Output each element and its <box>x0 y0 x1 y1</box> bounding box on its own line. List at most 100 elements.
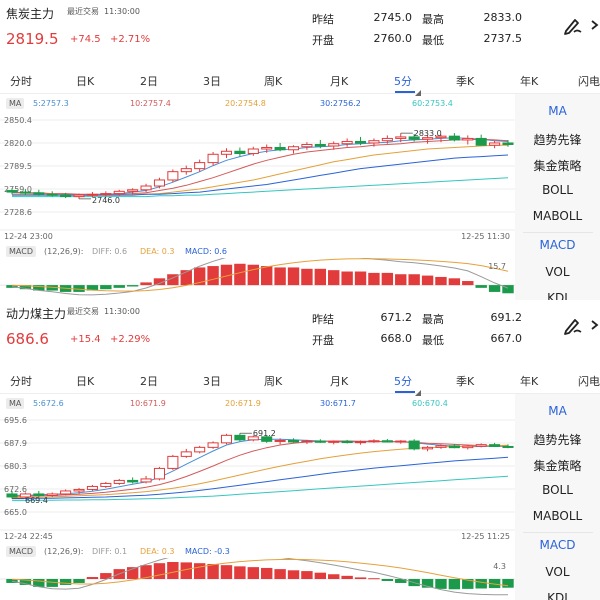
tab-period-1[interactable]: 日K <box>76 375 95 388</box>
tab-period-4[interactable]: 周K <box>264 375 283 388</box>
macd-bar <box>408 274 420 286</box>
ma-line-ma10 <box>11 440 509 497</box>
indicator-vol[interactable]: VOL <box>545 565 570 579</box>
candle-body <box>234 150 246 155</box>
indicator-集金策略[interactable]: 集金策略 <box>533 159 582 173</box>
last-trade-time: 11:30:00 <box>104 307 140 316</box>
tab-period-9[interactable]: 闪电 <box>578 375 600 388</box>
macd-bar <box>167 274 179 286</box>
indicator-boll[interactable]: BOLL <box>542 183 573 197</box>
indicator-趋势先锋[interactable]: 趋势先锋 <box>533 133 582 147</box>
tab-period-7[interactable]: 季K <box>456 75 475 88</box>
tab-period-7[interactable]: 季K <box>456 375 475 388</box>
macd-chart[interactable]: 15.7 <box>0 258 515 300</box>
macd-badge[interactable]: MACD <box>6 546 36 557</box>
candle-body <box>247 148 259 155</box>
x-end-label: 12-25 11:25 <box>461 532 510 541</box>
legend-ma60: 60:2753.4 <box>412 99 453 108</box>
candle-body <box>448 445 460 449</box>
candle-body <box>301 143 313 148</box>
tab-period-4[interactable]: 周K <box>264 75 283 88</box>
indicator-maboll[interactable]: MABOLL <box>532 209 583 223</box>
last-trade: 最近交易 11:30:00 <box>67 306 140 317</box>
macd-bar <box>6 285 18 288</box>
tab-period-3[interactable]: 3日 <box>203 375 221 388</box>
tab-period-3[interactable]: 3日 <box>203 75 221 88</box>
candle-body <box>435 135 447 139</box>
ma-badge[interactable]: MA <box>6 398 25 409</box>
candle-body <box>194 446 206 453</box>
tab-period-9[interactable]: 闪电 <box>578 75 600 88</box>
contract-name[interactable]: 动力煤主力 <box>6 307 67 321</box>
tab-period-8[interactable]: 年K <box>520 75 539 88</box>
price-change: +74.5 <box>70 34 101 45</box>
tab-period-5[interactable]: 月K <box>330 375 349 388</box>
tab-period-2[interactable]: 2日 <box>140 75 158 88</box>
y-tick-label: 2759.0 <box>4 185 32 194</box>
more-icon[interactable] <box>590 12 600 38</box>
ma-legend: MA 5:2757.3 10:2757.4 20:2754.8 30:2756.2 60:… <box>0 96 515 112</box>
menu-divider <box>523 532 593 533</box>
low-label: 最低 <box>422 34 444 47</box>
low-marker-label: 669.4 <box>25 496 48 505</box>
indicator-macd[interactable]: MACD <box>539 238 576 252</box>
open-value: 668.0 <box>380 332 413 345</box>
more-icon[interactable] <box>590 312 600 338</box>
tab-period-6[interactable]: 5分 <box>394 375 412 388</box>
indicator-maboll[interactable]: MABOLL <box>532 509 583 523</box>
x-start-label: 12-24 22:45 <box>4 532 53 541</box>
tab-period-0[interactable]: 分时 <box>10 75 32 88</box>
macd-chart[interactable]: 4.3 <box>0 558 515 600</box>
candle-body <box>408 440 420 450</box>
draw-pen-icon[interactable] <box>560 12 586 38</box>
kline-chart[interactable]: 2850.4 2820.0 2789.5 2759.0 2728.6 2833.0 2746… <box>0 112 515 242</box>
macd-bar <box>287 570 300 579</box>
y-tick-label: 695.6 <box>4 416 27 425</box>
indicator-kdj[interactable]: KDJ <box>547 591 568 600</box>
indicator-趋势先锋[interactable]: 趋势先锋 <box>533 433 582 447</box>
macd-badge[interactable]: MACD <box>6 246 36 257</box>
candle-body <box>422 137 434 140</box>
macd-bar <box>140 565 152 579</box>
macd-bar <box>247 264 259 286</box>
candle-body <box>220 150 233 155</box>
kline-chart[interactable]: 695.6 687.9 680.3 672.6 665.0 691.2 669.4 12-24… <box>0 412 515 542</box>
active-tab-indicator <box>395 391 415 393</box>
candle-body <box>502 445 514 448</box>
dea-line <box>11 258 509 292</box>
indicator-ma[interactable]: MA <box>548 104 567 118</box>
candle-body <box>140 185 152 191</box>
tab-period-8[interactable]: 年K <box>520 375 539 388</box>
candle-body <box>489 444 501 447</box>
legend-ma10: 10:2757.4 <box>130 99 171 108</box>
ma-line-ma5 <box>11 438 508 496</box>
macd-bar <box>421 275 434 286</box>
tab-period-0[interactable]: 分时 <box>10 375 32 388</box>
candle-body <box>140 478 152 483</box>
candle-body <box>381 137 393 142</box>
macd-bar <box>488 579 501 589</box>
candle-body <box>6 190 18 193</box>
contract-name[interactable]: 焦炭主力 <box>6 7 55 21</box>
candle-body <box>489 142 501 146</box>
candle-body <box>180 451 192 457</box>
tab-period-2[interactable]: 2日 <box>140 375 158 388</box>
indicator-boll[interactable]: BOLL <box>542 483 573 497</box>
tab-period-6[interactable]: 5分 <box>394 75 412 88</box>
draw-pen-icon[interactable] <box>560 312 586 338</box>
candle-body <box>261 146 273 150</box>
tab-period-1[interactable]: 日K <box>76 75 95 88</box>
tab-period-5[interactable]: 月K <box>330 75 349 88</box>
indicator-vol[interactable]: VOL <box>545 265 570 279</box>
macd-bar <box>46 285 58 291</box>
indicator-kdj[interactable]: KDJ <box>547 291 568 300</box>
macd-legend-param: (12,26,9): <box>44 247 84 256</box>
ma-line-ma20 <box>11 444 509 499</box>
candle-body <box>207 442 219 448</box>
macd-legend-dea: DEA: 0.3 <box>140 247 175 256</box>
indicator-ma[interactable]: MA <box>548 404 567 418</box>
macd-bar <box>19 285 32 290</box>
indicator-集金策略[interactable]: 集金策略 <box>533 459 582 473</box>
indicator-macd[interactable]: MACD <box>539 538 576 552</box>
ma-badge[interactable]: MA <box>6 98 25 109</box>
